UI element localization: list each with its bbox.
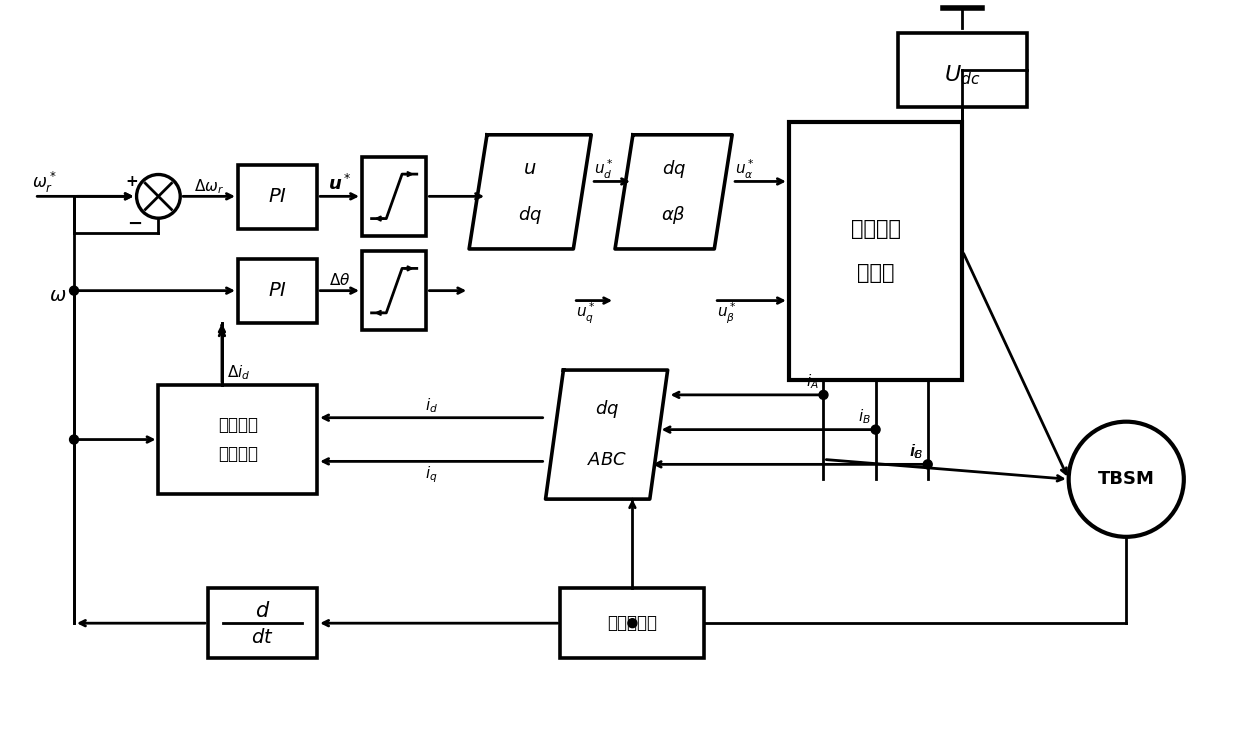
- Text: $\Delta i_d$: $\Delta i_d$: [227, 364, 250, 383]
- Text: $\omega_r^*$: $\omega_r^*$: [32, 170, 57, 195]
- Circle shape: [628, 618, 637, 627]
- Text: 出估计器: 出估计器: [218, 445, 258, 463]
- Text: $u_\alpha^*$: $u_\alpha^*$: [735, 158, 755, 181]
- Bar: [560, 588, 705, 658]
- Text: $\alpha\beta$: $\alpha\beta$: [662, 203, 686, 226]
- Circle shape: [871, 425, 880, 434]
- Circle shape: [819, 390, 828, 399]
- Circle shape: [69, 435, 78, 444]
- Text: $\Delta\omega_r$: $\Delta\omega_r$: [195, 177, 224, 196]
- Text: $u_\beta^*$: $u_\beta^*$: [717, 301, 737, 326]
- Bar: [238, 165, 317, 229]
- Bar: [362, 251, 426, 330]
- Text: $ABC$: $ABC$: [586, 451, 627, 469]
- Text: $u_q^*$: $u_q^*$: [576, 301, 596, 326]
- Text: $i_C$: $i_C$: [909, 442, 923, 461]
- Text: $i_B$: $i_B$: [909, 442, 923, 461]
- Text: $i_d$: $i_d$: [425, 396, 437, 415]
- Text: $i_A$: $i_A$: [805, 373, 819, 392]
- Text: +: +: [125, 174, 138, 188]
- Text: $u$: $u$: [523, 160, 536, 178]
- Text: $PI$: $PI$: [268, 282, 287, 300]
- Bar: [208, 588, 317, 658]
- Bar: [159, 385, 317, 494]
- Text: $\omega$: $\omega$: [48, 287, 66, 305]
- Bar: [238, 259, 317, 324]
- Bar: [362, 156, 426, 236]
- Text: 位置传感器: 位置传感器: [607, 614, 658, 632]
- Text: $dq$: $dq$: [518, 203, 543, 226]
- Text: $i_B$: $i_B$: [857, 407, 871, 426]
- Text: −: −: [128, 215, 142, 233]
- Circle shape: [69, 287, 78, 295]
- Circle shape: [923, 460, 932, 469]
- Text: $u_d^*$: $u_d^*$: [595, 158, 613, 181]
- Text: TBSM: TBSM: [1098, 470, 1155, 488]
- Bar: [789, 122, 963, 380]
- Text: $i_q$: $i_q$: [425, 464, 437, 485]
- Text: $\boldsymbol{u}^*$: $\boldsymbol{u}^*$: [328, 175, 351, 194]
- Text: $\Delta\theta$: $\Delta\theta$: [328, 271, 351, 288]
- Polygon shape: [545, 370, 668, 499]
- Bar: [898, 33, 1027, 107]
- Text: $dq$: $dq$: [595, 398, 618, 420]
- Text: $dt$: $dt$: [252, 627, 274, 646]
- Text: $dq$: $dq$: [662, 158, 685, 180]
- Polygon shape: [615, 135, 732, 249]
- Text: $d$: $d$: [255, 601, 270, 621]
- Text: 逆变器: 逆变器: [857, 263, 895, 283]
- Text: $PI$: $PI$: [268, 187, 287, 206]
- Polygon shape: [470, 135, 591, 249]
- Text: 励磁机输: 励磁机输: [218, 416, 258, 434]
- Text: 三相全桥: 三相全桥: [851, 219, 901, 239]
- Text: $U_{dc}$: $U_{dc}$: [944, 63, 981, 86]
